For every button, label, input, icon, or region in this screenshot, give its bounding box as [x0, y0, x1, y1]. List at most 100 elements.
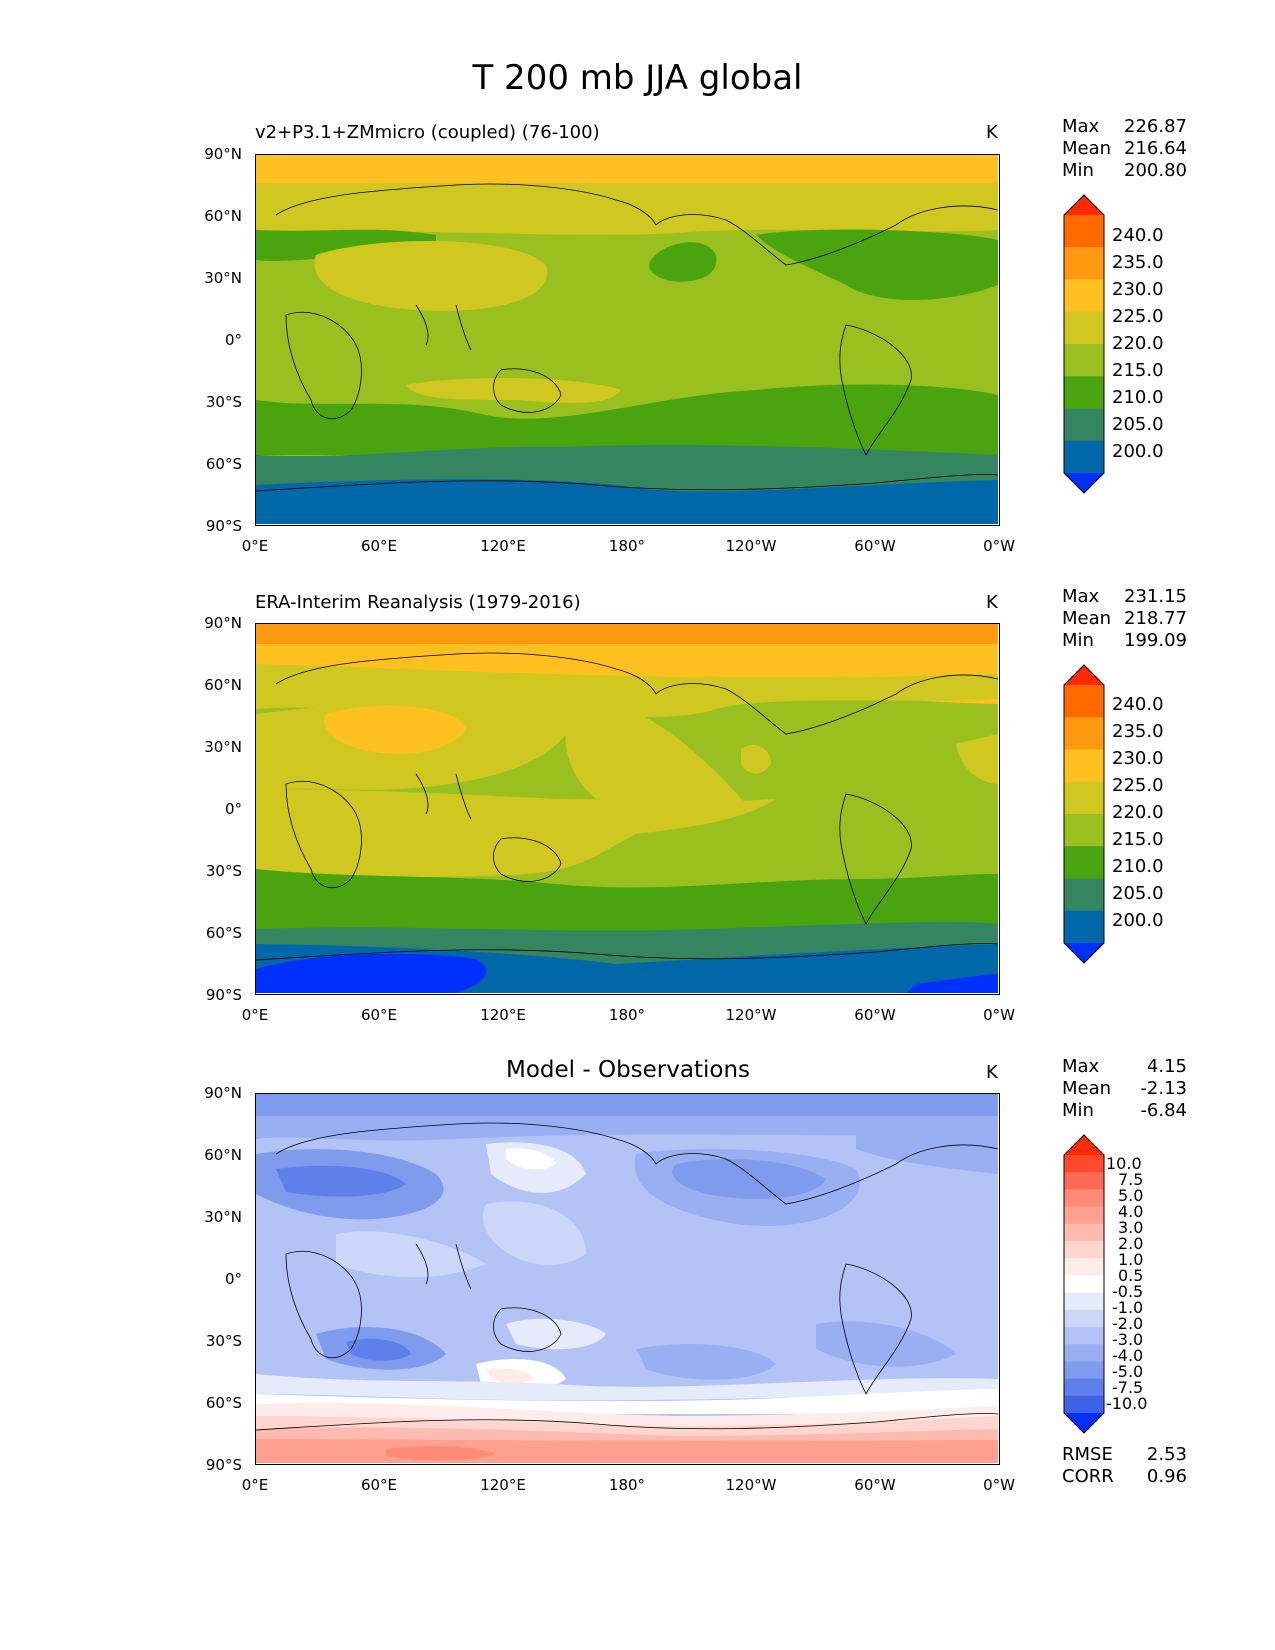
colorbar-label: 210.0: [1112, 856, 1164, 877]
colorbar-label: 225.0: [1112, 306, 1164, 327]
ytick-label: 60°S: [205, 1394, 242, 1412]
colorbar-segment: [1064, 1344, 1104, 1362]
stat-label: Max: [1062, 586, 1100, 607]
colorbar-label: 10.0: [1106, 1154, 1142, 1173]
colorbar-label: 230.0: [1112, 279, 1164, 300]
stat-value: 226.87: [1124, 116, 1187, 137]
xtick-label: 0°E: [241, 1476, 269, 1494]
colorbar-segment: [1064, 344, 1104, 377]
colorbar-label: 2.0: [1118, 1234, 1144, 1253]
panel1-colorbar-bar: [1063, 194, 1105, 494]
colorbar-segment: [1064, 1327, 1104, 1345]
stat-label: Max: [1062, 1056, 1100, 1077]
xtick-label: 0°W: [983, 537, 1015, 555]
ytick-label: 30°N: [204, 738, 242, 756]
xtick-label: 120°W: [725, 537, 777, 555]
colorbar-label: 4.0: [1118, 1202, 1144, 1221]
panel2-title: ERA-Interim Reanalysis (1979-2016): [255, 592, 581, 613]
xtick-label: 180°: [608, 1006, 646, 1024]
panel3-colorbar: [1062, 1134, 1106, 1438]
stat-label: Min: [1062, 1100, 1094, 1121]
colorbar-extend-bottom: [1064, 1413, 1104, 1433]
colorbar-segment: [1064, 408, 1104, 442]
panel3-metrics: RMSE 2.53 CORR 0.96: [1062, 1444, 1187, 1488]
panel2-units: K: [986, 592, 998, 613]
stat-value: 231.15: [1124, 586, 1187, 607]
colorbar-label: -7.5: [1112, 1378, 1144, 1397]
xtick-label: 60°W: [854, 1006, 896, 1024]
xtick-label: 120°E: [480, 537, 526, 555]
colorbar-segment: [1064, 376, 1104, 409]
panel2-colorbar: [1062, 664, 1106, 968]
colorbar-label: 240.0: [1112, 694, 1164, 715]
colorbar-outline: [1063, 664, 1105, 964]
colorbar-label: 5.0: [1118, 1186, 1144, 1205]
colorbar-outline: [1063, 194, 1105, 494]
stat-label: Mean: [1062, 1078, 1112, 1099]
panel1-map-field: [256, 155, 999, 524]
colorbar-label: 7.5: [1118, 1170, 1144, 1189]
figure-title: T 200 mb JJA global: [472, 58, 803, 98]
xtick-label: 60°W: [854, 537, 896, 555]
colorbar-label: 1.0: [1118, 1250, 1144, 1269]
stat-value: 200.80: [1124, 160, 1187, 181]
colorbar-label: -0.5: [1112, 1282, 1144, 1301]
colorbar-extend-bottom: [1064, 943, 1104, 963]
xtick-label: 120°W: [725, 1476, 777, 1494]
colorbar-label: 0.5: [1118, 1266, 1144, 1285]
colorbar-segment: [1064, 1378, 1104, 1397]
colorbar-segment: [1064, 846, 1104, 879]
colorbar-label: -10.0: [1106, 1394, 1148, 1413]
colorbar-label: 210.0: [1112, 387, 1164, 408]
colorbar-label: -4.0: [1112, 1346, 1144, 1365]
panel3-units: K: [986, 1062, 998, 1083]
panel1-units: K: [986, 122, 998, 143]
colorbar-segment: [1064, 247, 1104, 280]
colorbar-segment: [1064, 685, 1104, 718]
xtick-label: 120°E: [480, 1006, 526, 1024]
ytick-label: 30°S: [205, 862, 242, 880]
panel3-colorbar-bar: [1063, 1134, 1105, 1434]
xtick-label: 120°E: [480, 1476, 526, 1494]
ytick-label: 0°: [224, 1270, 242, 1288]
metric-label: RMSE: [1062, 1444, 1113, 1465]
colorbar-extend-top: [1064, 1135, 1104, 1155]
colorbar-label: 235.0: [1112, 252, 1164, 273]
colorbar-segment: [1064, 1189, 1104, 1208]
panel1-map: [255, 154, 1000, 526]
metric-value: 2.53: [1146, 1444, 1187, 1465]
colorbar-segment: [1064, 1275, 1104, 1294]
panel3-map: [255, 1093, 1000, 1465]
colorbar-label: 215.0: [1112, 829, 1164, 850]
stat-value: -6.84: [1140, 1100, 1187, 1121]
ytick-label: 90°S: [205, 1456, 242, 1474]
colorbar-outline: [1063, 1134, 1105, 1434]
colorbar-segment: [1064, 1395, 1104, 1414]
colorbar-segment: [1064, 717, 1104, 750]
xtick-label: 120°W: [725, 1006, 777, 1024]
colorbar-label: 205.0: [1112, 414, 1164, 435]
colorbar-label: 220.0: [1112, 802, 1164, 823]
ytick-label: 60°N: [204, 676, 242, 694]
colorbar-segment: [1064, 440, 1104, 474]
colorbar-segment: [1064, 814, 1104, 847]
ytick-label: 30°S: [205, 393, 242, 411]
ytick-label: 30°S: [205, 1332, 242, 1350]
stat-value: 216.64: [1124, 138, 1187, 159]
ytick-label: 90°S: [205, 517, 242, 535]
colorbar-segment: [1064, 878, 1104, 912]
panel1-title: v2+P3.1+ZMmicro (coupled) (76-100): [255, 122, 600, 143]
stat-label: Max: [1062, 116, 1100, 137]
colorbar-segment: [1064, 1292, 1104, 1311]
ytick-label: 60°S: [205, 924, 242, 942]
panel1-stats: Max 226.87 Mean 216.64 Min 200.80: [1062, 116, 1187, 182]
stat-label: Min: [1062, 160, 1094, 181]
panel2-colorbar-bar: [1063, 664, 1105, 964]
xtick-label: 60°E: [360, 1006, 398, 1024]
colorbar-segment: [1064, 215, 1104, 248]
panel3-map-field: [256, 1094, 999, 1463]
colorbar-label: 230.0: [1112, 748, 1164, 769]
xtick-label: 0°E: [241, 537, 269, 555]
xtick-label: 60°W: [854, 1476, 896, 1494]
colorbar-label: 235.0: [1112, 721, 1164, 742]
